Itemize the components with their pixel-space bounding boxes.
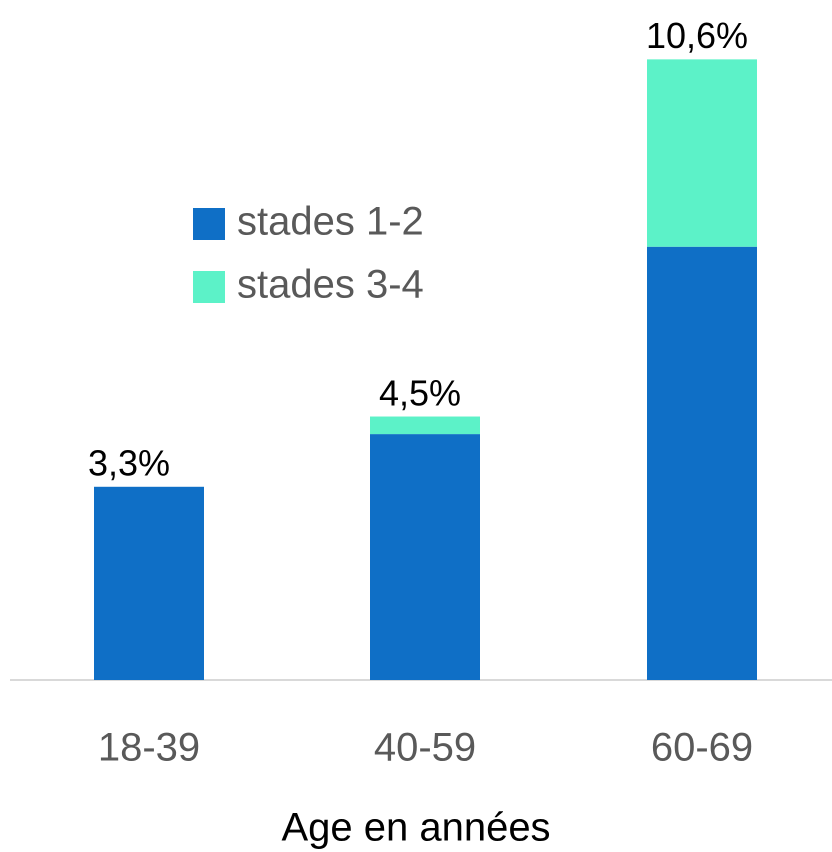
x-axis-title: Age en années (281, 806, 550, 850)
legend-swatch (193, 271, 225, 303)
bar-segment (647, 246, 757, 681)
legend-label: stades 1-2 (237, 200, 424, 244)
x-tick-label: 60-69 (651, 726, 753, 770)
total-label: 4,5% (379, 372, 461, 413)
bar-segment (94, 486, 204, 680)
x-tick-label: 18-39 (98, 726, 200, 770)
bar-segment (370, 434, 480, 680)
x-tick-label: 40-59 (374, 726, 476, 770)
legend-swatch (193, 208, 225, 240)
legend-label: stades 3-4 (237, 263, 424, 307)
total-label: 3,3% (88, 443, 170, 484)
bar-segment (370, 416, 480, 435)
bar-segment (647, 59, 757, 247)
total-label: 10,6% (646, 15, 748, 56)
